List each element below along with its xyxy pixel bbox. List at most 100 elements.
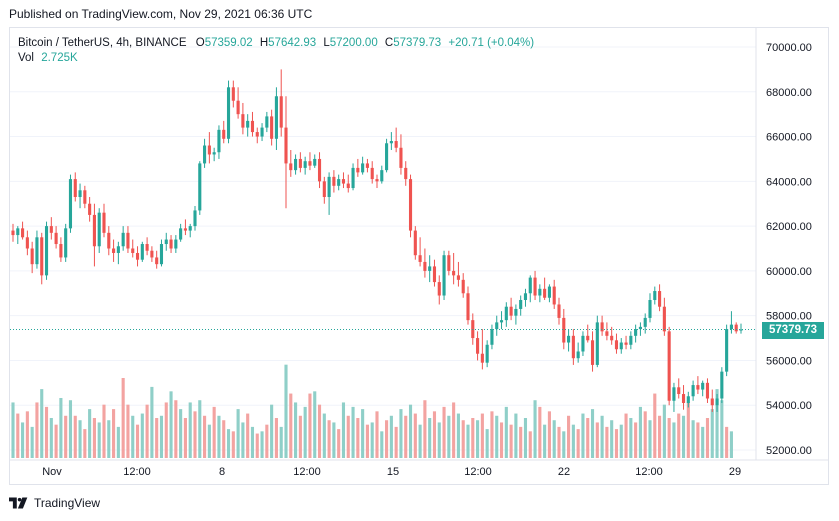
candle-body (408, 179, 413, 231)
price-tick-label: 60000.00 (766, 266, 812, 278)
symbol-name: Bitcoin / TetherUS, 4h, BINANCE (18, 37, 187, 49)
candle-body (590, 340, 595, 365)
volume-bar (442, 406, 446, 458)
volume-bar (705, 418, 710, 458)
candle-body (442, 255, 446, 296)
volume-bar (600, 415, 604, 458)
candle-body (658, 291, 662, 307)
volume-bar (246, 413, 250, 458)
volume-bar (547, 411, 551, 458)
volume-bar (662, 404, 666, 458)
candle-body (394, 141, 398, 148)
volume-bar (140, 413, 144, 458)
volume-bar (725, 426, 729, 458)
volume-bar (255, 433, 259, 458)
candle-body (385, 143, 389, 171)
volume-bar (198, 400, 202, 458)
candle-body (662, 306, 666, 332)
volume-bar (332, 422, 336, 458)
candle-body (212, 152, 216, 155)
volume-bar (495, 415, 499, 458)
candle-body (476, 338, 480, 354)
volume-bar (509, 424, 513, 458)
volume-bar (571, 424, 575, 458)
volume-bar (279, 426, 283, 458)
volume-bar (466, 424, 470, 458)
volume-bar (567, 415, 571, 458)
volume-bar (351, 406, 355, 458)
volume-bar (73, 415, 77, 458)
volume-bar (40, 389, 44, 458)
candle-body (193, 210, 197, 227)
candle-body (44, 226, 49, 276)
candle-body (533, 277, 537, 296)
candle-body (341, 179, 346, 184)
volume-bar (370, 422, 374, 458)
volume-bar (643, 411, 647, 458)
candle-body (351, 167, 355, 189)
candle-body (140, 244, 144, 260)
volume-bar (437, 422, 441, 458)
volume-bar (179, 409, 183, 458)
volume-bar (471, 418, 475, 458)
candle-body (528, 277, 532, 294)
candle-body (131, 248, 135, 253)
volume-bar (385, 420, 389, 458)
candle-body (222, 129, 226, 139)
volume-bar (590, 409, 595, 458)
candle-body (83, 190, 87, 204)
candle-body (188, 226, 192, 231)
candle-body (380, 170, 384, 182)
candle-body (78, 190, 82, 198)
candle-body (447, 255, 451, 271)
time-tick-label: 29 (729, 466, 741, 478)
volume-bar (226, 429, 231, 458)
volume-bar (135, 424, 140, 458)
volume-bar (265, 424, 269, 458)
volume-bar (49, 418, 53, 458)
candle-body (317, 158, 322, 182)
volume-bar (533, 400, 537, 458)
volume-bar (270, 404, 274, 458)
candle-body (557, 304, 561, 318)
candle-body (643, 317, 647, 327)
candle-body (164, 239, 168, 245)
volume-bar (131, 415, 135, 458)
candle-body (734, 324, 738, 332)
candle-body (509, 306, 513, 316)
price-tick-label: 54000.00 (766, 400, 812, 412)
candle-body (35, 237, 39, 265)
volume-bars (11, 364, 733, 458)
volume-bar (423, 400, 427, 458)
volume-bar (404, 415, 408, 458)
candle-body (586, 335, 590, 341)
candle-body (725, 329, 729, 372)
candle-body (207, 145, 211, 155)
candle-body (116, 246, 120, 253)
open-label: O (195, 37, 205, 49)
volume-bar (610, 420, 614, 458)
tradingview-brand[interactable]: TradingView (9, 495, 100, 511)
candle-body (11, 230, 15, 236)
candle-body (73, 179, 77, 198)
candle-body (126, 232, 130, 249)
candlesticks (11, 69, 743, 412)
volume-bar (112, 409, 116, 458)
candle-body (226, 87, 231, 139)
volume-bar (729, 431, 733, 458)
volume-bar (317, 404, 322, 458)
volume-bar (701, 426, 705, 458)
volume-label: Vol (18, 52, 34, 64)
candle-body (135, 252, 140, 260)
volume-bar (519, 426, 523, 458)
candle-body (543, 288, 547, 298)
candle-body (504, 306, 508, 321)
candle-body (308, 161, 312, 166)
candle-body (169, 239, 173, 249)
candle-body (495, 322, 499, 330)
candle-body (619, 342, 623, 350)
candle-body (49, 226, 53, 233)
volume-bar (696, 422, 700, 458)
volume-bar (614, 429, 619, 458)
